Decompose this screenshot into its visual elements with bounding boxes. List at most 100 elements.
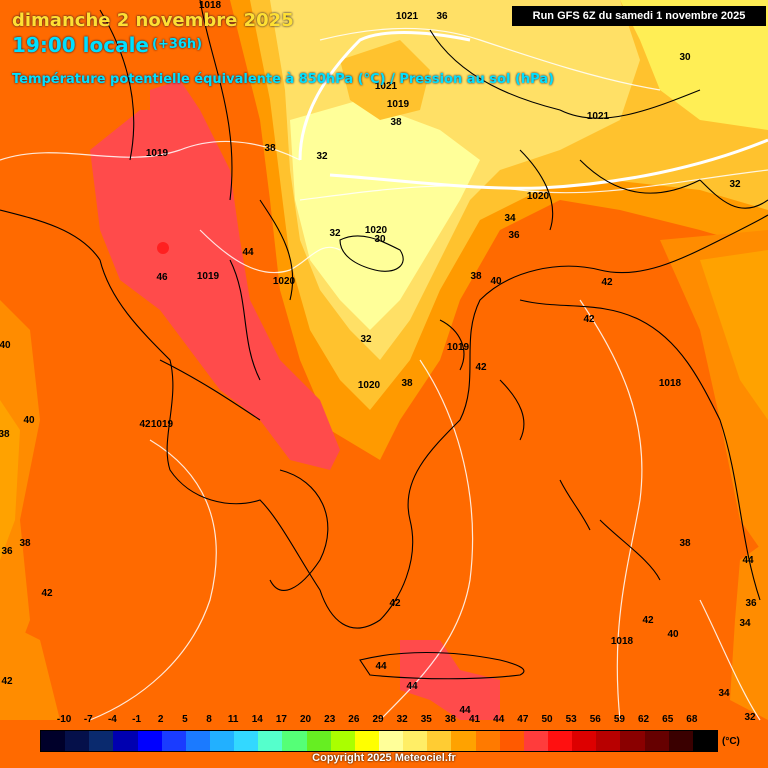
map-label: 34 — [718, 688, 730, 699]
model-run-badge: Run GFS 6Z du samedi 1 novembre 2025 — [512, 6, 766, 26]
legend-tick-label: 8 — [206, 714, 212, 725]
legend-unit: (°C) — [722, 736, 740, 747]
map-label: 38 — [401, 378, 413, 389]
isobar-1019 — [0, 140, 301, 161]
map-label: 42 — [642, 615, 654, 626]
color-legend — [40, 730, 718, 752]
isobar-1021 — [319, 27, 661, 91]
legend-tick-label: 38 — [444, 714, 456, 725]
map-label: 32 — [316, 151, 328, 162]
map-label: 32 — [360, 334, 372, 345]
map-label: 1019 — [146, 148, 169, 159]
map-label: 1019 — [197, 271, 220, 282]
field-band-east-gold — [700, 250, 768, 420]
forecast-date: dimanche 2 novembre 2025 — [12, 10, 294, 31]
map-label: 44 — [242, 247, 254, 258]
map-label: 1019 — [387, 99, 410, 110]
map-label: 44 — [406, 681, 418, 692]
coastline-turkey — [519, 299, 761, 601]
legend-swatch — [282, 731, 307, 751]
legend-swatch — [137, 731, 162, 751]
legend-swatch — [403, 731, 428, 751]
legend-tick-label: 68 — [686, 714, 698, 725]
map-label: 38 — [0, 429, 10, 440]
legend-tick-label: 20 — [300, 714, 312, 725]
legend-swatch — [330, 731, 355, 751]
legend-swatch — [523, 731, 548, 751]
country-borders-west — [99, 0, 294, 421]
map-label: 1021 — [396, 11, 419, 22]
map-label: 40 — [0, 340, 11, 351]
legend-tick-label: 14 — [251, 714, 263, 725]
map-label: 1021 — [375, 81, 398, 92]
field-plume-red-n — [150, 80, 200, 130]
map-label: 1018 — [611, 636, 634, 647]
map-label: 30 — [679, 52, 691, 63]
map-label: 1020 — [527, 191, 550, 202]
map-label: 1018 — [659, 378, 682, 389]
map-label: 44 — [375, 661, 387, 672]
field-core-pale — [290, 100, 480, 330]
forecast-lead-time: (+36h) — [152, 37, 203, 52]
map-label: 36 — [436, 11, 448, 22]
legend-swatch — [306, 731, 331, 751]
isobar-1020w — [199, 229, 341, 274]
legend-tick-label: -4 — [107, 714, 117, 725]
map-label: 1020 — [365, 225, 388, 236]
bold-isoline-west — [298, 31, 471, 161]
legend-swatch — [378, 731, 404, 751]
legend-swatch — [692, 731, 717, 751]
legend-swatch — [499, 731, 524, 751]
map-label: 44 — [742, 555, 754, 566]
legend-swatch — [620, 731, 645, 751]
map-label: 1021 — [587, 111, 610, 122]
legend-tick-label: 65 — [662, 714, 674, 725]
field-plume-red — [90, 110, 340, 470]
legend-swatch — [41, 731, 66, 751]
map-label: 42 — [139, 419, 151, 430]
legend-tick-label: 35 — [420, 714, 432, 725]
legend-swatch — [234, 731, 259, 751]
coastline-main — [0, 209, 768, 629]
legend-swatch — [572, 731, 597, 751]
map-label: 38 — [19, 538, 31, 549]
map-label: 32 — [729, 179, 741, 190]
field-band-ne — [620, 0, 768, 130]
map-label: 34 — [739, 618, 751, 629]
legend-swatch — [547, 731, 573, 751]
isobars — [0, 27, 768, 721]
map-label: 1019 — [151, 419, 174, 430]
legend-ticks: -10 -7 -4 -1 2 5 8 11 14 17 20 23 26 29 32 35 38 41 44 47 50… — [40, 714, 716, 728]
legend-swatch — [644, 731, 669, 751]
field-plume-south — [400, 640, 500, 720]
legend-swatch — [65, 731, 90, 751]
map-label: 42 — [389, 598, 401, 609]
map-label: 40 — [23, 415, 35, 426]
legend-swatch — [113, 731, 138, 751]
field-band-west-inner — [0, 400, 20, 560]
map-label: 38 — [264, 143, 276, 154]
legend-tick-label: 2 — [157, 714, 164, 725]
country-borders-east — [429, 29, 768, 231]
legend-swatch — [185, 731, 210, 751]
isobar-1018e — [579, 299, 643, 721]
legend-swatch — [209, 731, 235, 751]
coastline-lake — [339, 235, 404, 272]
legend-tick-label: 44 — [493, 714, 505, 725]
legend-swatch — [668, 731, 693, 751]
map-label: 40 — [667, 629, 679, 640]
legend-tick-label: 5 — [182, 714, 188, 725]
map-label: 44 — [459, 705, 471, 716]
map-label: 36 — [745, 598, 757, 609]
legend-tick-label: 41 — [469, 714, 481, 725]
legend-swatch — [451, 731, 476, 751]
legend-tick-label: 50 — [541, 714, 553, 725]
map-label: 36 — [508, 230, 520, 241]
isobar-se — [699, 599, 761, 721]
legend-tick-label: 26 — [348, 714, 360, 725]
map-label: 1018 — [199, 0, 222, 11]
legend-tick-label: 23 — [324, 714, 336, 725]
legend-tick-label: 53 — [565, 714, 577, 725]
